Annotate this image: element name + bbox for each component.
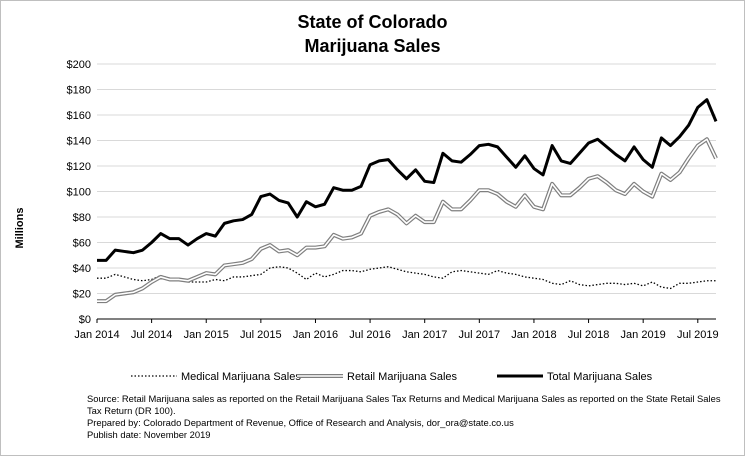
gridlines: [97, 63, 716, 294]
x-tick-label: Jan 2015: [184, 329, 229, 341]
x-tick-label: Jul 2014: [131, 329, 173, 341]
x-tick-label: Jul 2019: [677, 329, 719, 341]
medical-marijuana-sales-legend-label: Medical Marijuana Sales: [181, 371, 301, 383]
x-tick-label: Jul 2017: [459, 329, 501, 341]
chart-title-line-2: Marijuana Sales: [304, 36, 441, 56]
y-tick-label: $160: [67, 110, 91, 122]
retail-marijuana-sales-line-outline: [97, 137, 718, 304]
total-marijuana-sales-line: [97, 98, 718, 262]
medical-marijuana-sales-line: [97, 266, 716, 290]
retail-marijuana-sales-line-inner: [97, 138, 717, 302]
y-tick-label: $60: [73, 238, 91, 250]
chart-title-line-1: State of Colorado: [297, 12, 448, 32]
x-tick-label: Jan 2019: [621, 329, 666, 341]
chart-title: State of Colorado Marijuana Sales: [0, 10, 745, 58]
y-tick-label: $120: [67, 161, 91, 173]
y-tick-label: $100: [67, 187, 91, 199]
x-tick-label: Jan 2018: [511, 329, 556, 341]
source-line: Source: Retail Marijuana sales as report…: [87, 393, 721, 416]
y-tick-label: $200: [67, 59, 91, 71]
y-tick-label: $20: [73, 289, 91, 301]
legend: Medical Marijuana Sales Retail Marijuana …: [131, 371, 653, 383]
source-note: Source: Retail Marijuana sales as report…: [87, 393, 727, 441]
x-tick-label: Jul 2016: [349, 329, 391, 341]
retail-marijuana-sales-legend-label: Retail Marijuana Sales: [347, 371, 458, 383]
x-tick-label: Jan 2016: [293, 329, 338, 341]
publish-date-line: Publish date: November 2019: [87, 429, 211, 440]
total-marijuana-sales-legend-label: Total Marijuana Sales: [547, 371, 653, 383]
y-tick-label: $80: [73, 212, 91, 224]
x-tick-labels: Jan 2014 Jul 2014 Jan 2015 Jul 2015 Jan 2016…: [74, 329, 718, 341]
y-tick-labels: $0 $20 $40 $60 $80 $100 $120 $140 $160 $180 $200: [67, 59, 91, 326]
y-tick-label: $40: [73, 263, 91, 275]
y-tick-label: $180: [67, 85, 91, 97]
x-tick-label: Jan 2017: [402, 329, 447, 341]
y-tick-label: $0: [79, 314, 91, 326]
x-tick-label: Jul 2018: [568, 329, 610, 341]
series-lines: [97, 98, 718, 304]
y-tick-label: $140: [67, 136, 91, 148]
x-tick-label: Jan 2014: [74, 329, 119, 341]
axes: [96, 318, 716, 323]
x-tick-label: Jul 2015: [240, 329, 282, 341]
prepared-by-line: Prepared by: Colorado Department of Reve…: [87, 417, 514, 428]
